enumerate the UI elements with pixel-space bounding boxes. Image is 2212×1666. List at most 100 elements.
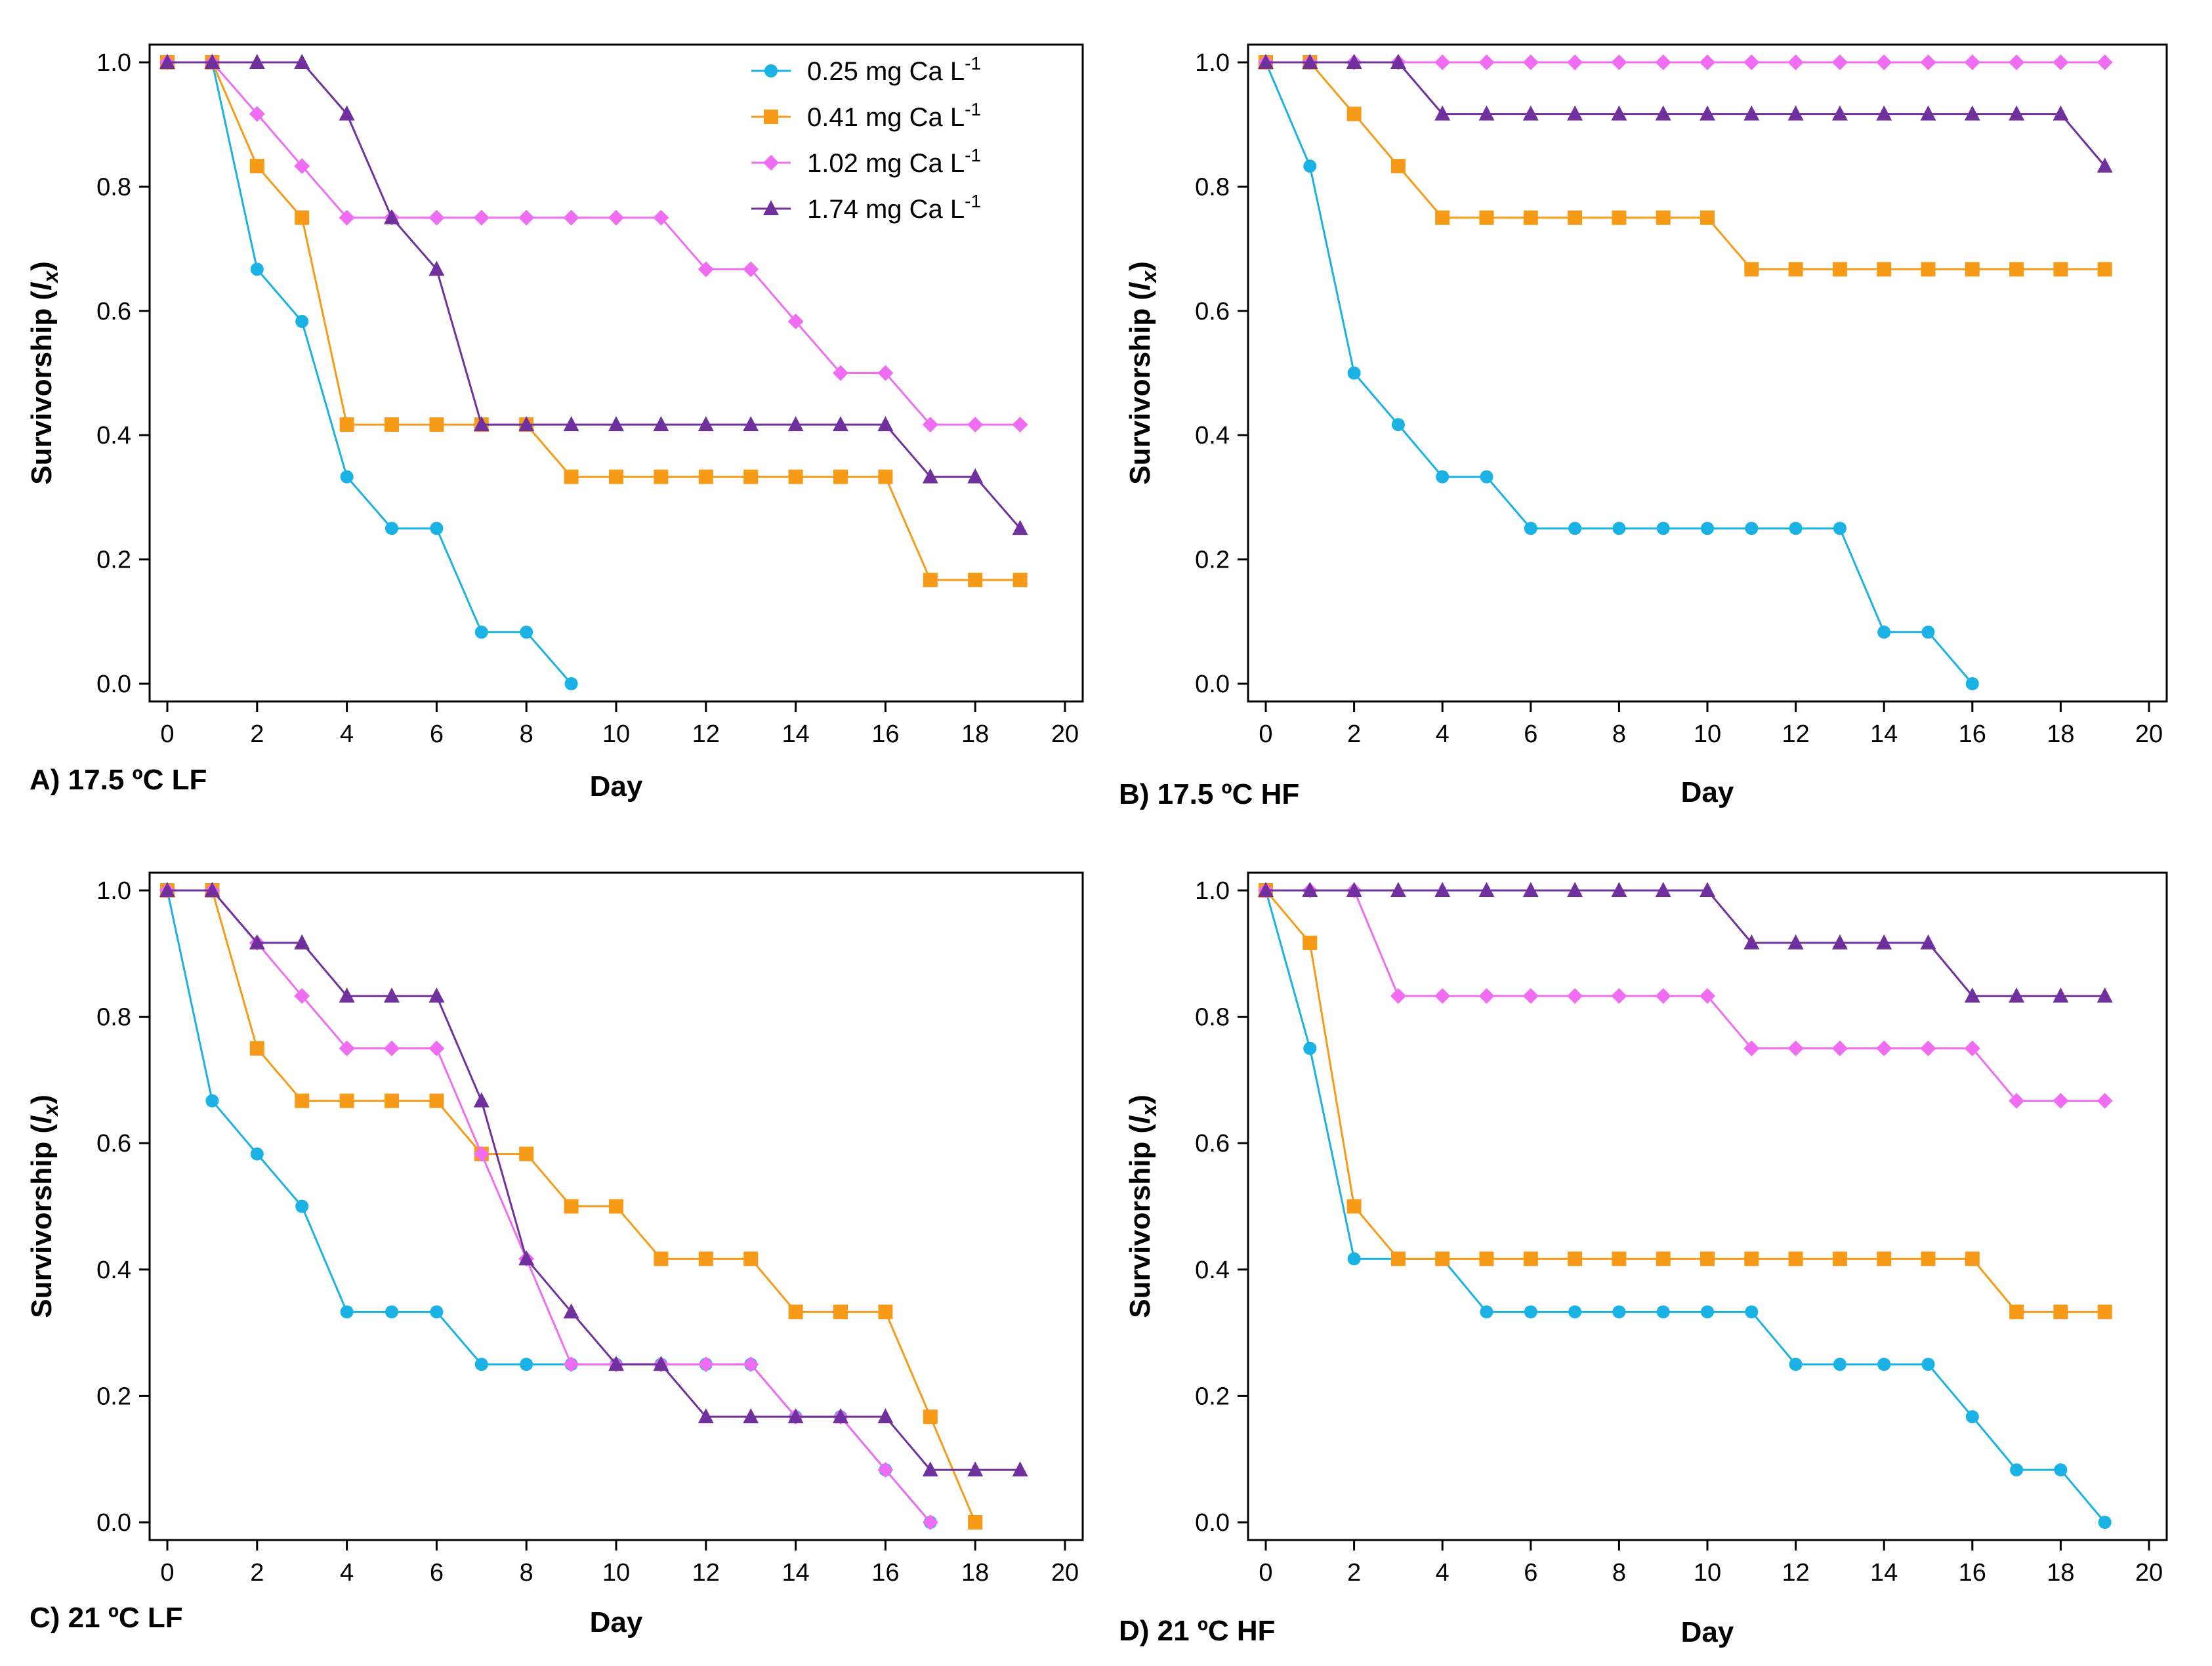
x-tick-label: 6 [430, 1559, 444, 1587]
data-point [1303, 159, 1317, 173]
data-point [1745, 522, 1759, 535]
data-point [339, 1040, 355, 1056]
y-tick-label: 0.8 [96, 173, 131, 201]
y-tick-label: 1.0 [1195, 877, 1230, 905]
data-point [1965, 677, 1979, 690]
data-point [1434, 882, 1451, 897]
series-3 [159, 883, 938, 1530]
data-point [2053, 105, 2069, 121]
data-point [922, 468, 938, 484]
series-line [166, 890, 931, 1523]
y-tick-label: 0.6 [1195, 298, 1230, 325]
data-point [1612, 210, 1627, 225]
series-1 [1259, 884, 2112, 1529]
data-point [1303, 935, 1318, 950]
x-tick-label: 6 [1524, 1559, 1537, 1587]
data-point [1832, 1251, 1847, 1266]
data-point [1920, 105, 1936, 121]
x-tick-label: 16 [1959, 1559, 1986, 1587]
x-tick-label: 10 [602, 1559, 630, 1587]
data-point [1611, 54, 1627, 70]
data-point [564, 469, 579, 484]
data-point [1012, 417, 1028, 433]
data-point [1655, 54, 1671, 70]
data-point [833, 1408, 848, 1424]
y-tick-label: 0.0 [1195, 671, 1230, 698]
data-point [1964, 54, 1980, 70]
data-point [1788, 1251, 1803, 1266]
x-tick-label: 0 [1259, 1559, 1272, 1587]
data-point [2009, 54, 2025, 70]
series-2 [160, 883, 983, 1530]
data-point [295, 314, 309, 328]
data-point [1655, 988, 1671, 1004]
data-point [654, 1251, 669, 1266]
y-tick-label: 0.4 [1195, 422, 1230, 449]
data-point [1656, 522, 1670, 535]
legend-label: 1.74 mg Ca L-1 [807, 191, 981, 224]
series-4 [1258, 54, 2113, 173]
legend-marker [763, 155, 779, 171]
data-point [1788, 262, 1803, 277]
x-tick-label: 20 [1051, 1559, 1079, 1587]
x-tick-label: 12 [1782, 720, 1809, 748]
series-line [167, 889, 1020, 1471]
legend-entry: 0.25 mg Ca L-1 [751, 53, 981, 86]
data-point [1920, 934, 1936, 949]
data-point [1346, 1199, 1362, 1214]
data-point [698, 416, 714, 432]
data-point [384, 987, 400, 1003]
series-line [167, 61, 1020, 581]
data-point [1656, 1305, 1670, 1319]
x-tick-label: 6 [430, 720, 444, 748]
data-point [519, 1146, 534, 1161]
data-point [385, 1305, 398, 1319]
data-point [1347, 1252, 1361, 1266]
data-point [564, 677, 578, 690]
data-point [1478, 988, 1495, 1004]
data-point [1347, 366, 1361, 380]
data-point [250, 1147, 264, 1161]
data-point [1390, 1251, 1406, 1266]
data-point [654, 469, 669, 484]
data-point [1523, 210, 1538, 225]
data-point [788, 469, 803, 484]
data-point [743, 1251, 759, 1266]
x-tick-label: 6 [1524, 720, 1537, 748]
x-tick-label: 2 [250, 1559, 264, 1587]
x-tick-label: 16 [871, 1559, 899, 1587]
y-tick-label: 0.8 [96, 1004, 131, 1031]
data-point [2009, 1093, 2025, 1109]
data-point [2097, 987, 2113, 1003]
data-point [1434, 105, 1451, 121]
x-tick-label: 14 [782, 1559, 809, 1587]
data-point [428, 1040, 445, 1056]
legend: 0.25 mg Ca L-1 0.41 mg Ca L-1 1.02 mg Ca L… [751, 53, 981, 224]
data-point [1434, 988, 1451, 1004]
data-point [1789, 522, 1803, 535]
data-point [2053, 987, 2069, 1003]
data-point [2054, 1463, 2068, 1477]
x-tick-label: 12 [692, 1559, 720, 1587]
legend-label: 0.25 mg Ca L-1 [807, 53, 981, 86]
data-point [608, 1356, 624, 1371]
data-point [1346, 882, 1362, 897]
y-axis-label: Survivorship (lx) [26, 261, 62, 485]
data-point [1743, 54, 1760, 70]
data-point [429, 1093, 444, 1108]
y-tick-label: 0.2 [96, 1383, 131, 1410]
data-point [1787, 1040, 1804, 1056]
data-point [1012, 1461, 1028, 1477]
data-point [563, 209, 579, 226]
data-point [1567, 882, 1583, 897]
data-point [1611, 105, 1627, 121]
data-point [1524, 522, 1537, 535]
x-tick-label: 2 [250, 720, 264, 748]
x-axis-label: Day [1681, 1616, 1734, 1648]
data-point [1877, 625, 1891, 639]
data-point [1787, 934, 1804, 949]
data-point [249, 106, 265, 122]
data-point [563, 416, 579, 432]
y-axis-label: Survivorship (lx) [26, 1094, 62, 1318]
data-point [339, 1093, 354, 1108]
